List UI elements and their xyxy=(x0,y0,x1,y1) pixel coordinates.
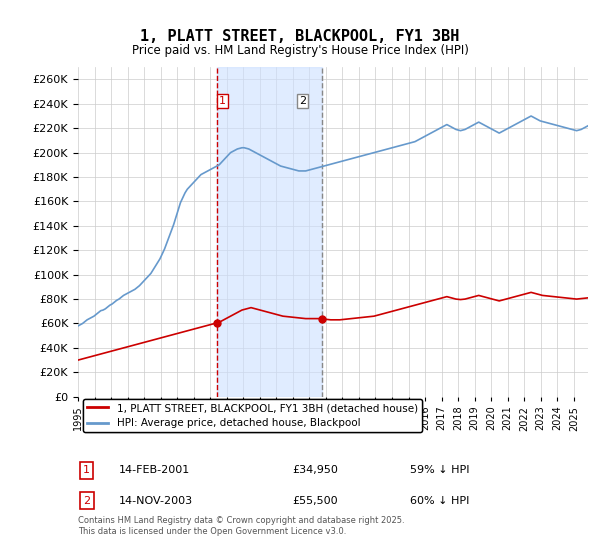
Text: 14-NOV-2003: 14-NOV-2003 xyxy=(119,496,193,506)
Text: 59% ↓ HPI: 59% ↓ HPI xyxy=(409,465,469,475)
Text: £34,950: £34,950 xyxy=(292,465,338,475)
Text: 14-FEB-2001: 14-FEB-2001 xyxy=(119,465,190,475)
Text: 60% ↓ HPI: 60% ↓ HPI xyxy=(409,496,469,506)
Bar xyxy=(217,67,322,396)
Text: 1: 1 xyxy=(83,465,90,475)
Text: 2: 2 xyxy=(299,96,306,106)
Text: 2: 2 xyxy=(83,496,90,506)
Legend: 1, PLATT STREET, BLACKPOOL, FY1 3BH (detached house), HPI: Average price, detach: 1, PLATT STREET, BLACKPOOL, FY1 3BH (det… xyxy=(83,399,422,432)
Text: 1, PLATT STREET, BLACKPOOL, FY1 3BH: 1, PLATT STREET, BLACKPOOL, FY1 3BH xyxy=(140,29,460,44)
Text: Contains HM Land Registry data © Crown copyright and database right 2025.
This d: Contains HM Land Registry data © Crown c… xyxy=(78,516,404,536)
Text: 1: 1 xyxy=(219,96,226,106)
Text: Price paid vs. HM Land Registry's House Price Index (HPI): Price paid vs. HM Land Registry's House … xyxy=(131,44,469,57)
Text: £55,500: £55,500 xyxy=(292,496,338,506)
